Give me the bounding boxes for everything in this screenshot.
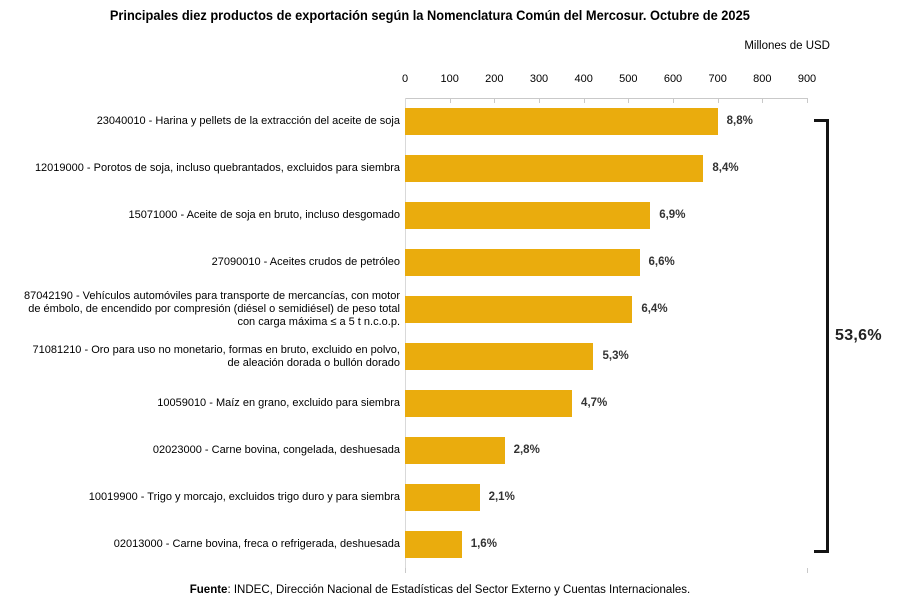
- bar: [405, 390, 573, 417]
- x-axis-tick-label: 100: [440, 73, 459, 85]
- x-axis-bottom-tick-mark: [807, 568, 808, 573]
- category-label: 02023000 - Carne bovina, congelada, desh…: [152, 444, 400, 456]
- bar: [405, 296, 633, 323]
- percentage-label: 1,6%: [470, 538, 497, 550]
- x-axis-tick-mark: [449, 98, 451, 103]
- x-axis-tick-mark: [583, 98, 585, 103]
- source-note: Fuente: INDEC, Dirección Nacional de Est…: [0, 584, 880, 596]
- table-row: 23040010 - Harina y pellets de la extrac…: [0, 98, 902, 145]
- table-row: 12019000 - Porotos de soja, incluso queb…: [0, 145, 902, 192]
- x-axis-tick-label: 500: [619, 73, 638, 85]
- percentage-label: 8,4%: [712, 162, 739, 174]
- x-axis-tick-label: 800: [753, 73, 772, 85]
- y-axis-line: [405, 98, 406, 568]
- x-axis-tick-mark: [807, 98, 808, 103]
- table-row: 10019900 - Trigo y morcajo, excluidos tr…: [0, 474, 902, 521]
- percentage-label: 6,6%: [648, 256, 675, 268]
- table-row: 02023000 - Carne bovina, congelada, desh…: [0, 427, 902, 474]
- bar: [405, 202, 651, 229]
- category-label: 15071000 - Aceite de soja en bruto, incl…: [128, 209, 400, 221]
- chart-title-text: Principales diez productos de exportació…: [109, 8, 751, 23]
- x-axis-tick-mark: [673, 98, 674, 103]
- bar: [405, 108, 718, 135]
- percentage-label: 6,9%: [659, 209, 686, 221]
- axis-unit-label: Millones de USD: [744, 40, 830, 52]
- table-row: 71081210 - Oro para uso no monetario, fo…: [0, 333, 902, 380]
- total-bracket-line: [826, 119, 829, 553]
- percentage-label: 2,1%: [488, 491, 515, 503]
- x-axis-tick-mark: [494, 98, 496, 103]
- percentage-label: 8,8%: [726, 115, 753, 127]
- x-axis-tick-mark: [539, 98, 540, 103]
- category-label: 10059010 - Maíz en grano, excluido para …: [157, 397, 400, 409]
- table-row: 15071000 - Aceite de soja en bruto, incl…: [0, 192, 902, 239]
- category-label: 71081210 - Oro para uso no monetario, fo…: [32, 343, 400, 369]
- category-label: 02013000 - Carne bovina, freca o refrige…: [113, 538, 400, 550]
- percentage-label: 4,7%: [581, 397, 608, 409]
- category-label: 23040010 - Harina y pellets de la extrac…: [96, 115, 400, 127]
- bar: [405, 155, 704, 182]
- chart-title: Principales diez productos de exportació…: [0, 8, 860, 23]
- x-axis-tick-mark: [628, 98, 630, 103]
- bar-rows: 23040010 - Harina y pellets de la extrac…: [0, 98, 902, 568]
- x-axis-tick-label: 400: [574, 73, 593, 85]
- bar: [405, 343, 594, 370]
- x-axis-line: [405, 98, 808, 99]
- percentage-label: 2,8%: [513, 444, 540, 456]
- category-label: 27090010 - Aceites crudos de petróleo: [211, 256, 400, 268]
- x-axis-tick-label: 600: [663, 73, 683, 85]
- source-text: : INDEC, Dirección Nacional de Estadísti…: [227, 584, 691, 596]
- category-label: 12019000 - Porotos de soja, incluso queb…: [34, 162, 400, 174]
- x-axis-tick-label: 700: [708, 73, 727, 85]
- bar: [405, 249, 640, 276]
- category-label: 87042190 - Vehículos automóviles para tr…: [23, 290, 400, 328]
- x-axis-bottom-tick-mark: [405, 568, 406, 573]
- x-axis-tick-mark: [717, 98, 719, 103]
- table-row: 02013000 - Carne bovina, freca o refrige…: [0, 521, 902, 568]
- percentage-label: 6,4%: [641, 303, 668, 315]
- table-row: 10059010 - Maíz en grano, excluido para …: [0, 380, 902, 427]
- source-prefix: Fuente: [189, 584, 228, 596]
- bar: [405, 437, 505, 464]
- bar: [405, 531, 462, 558]
- category-label: 10019900 - Trigo y morcajo, excluidos tr…: [88, 491, 400, 503]
- total-bracket-bottom-cap: [814, 550, 829, 553]
- x-axis-tick-label: 200: [485, 73, 504, 85]
- table-row: 87042190 - Vehículos automóviles para tr…: [0, 286, 902, 333]
- total-bracket-top-cap: [814, 119, 829, 122]
- bar: [405, 484, 480, 511]
- x-axis-tick-label: 300: [529, 73, 549, 85]
- bracket-total-label: 53,6%: [835, 327, 882, 344]
- x-axis-tick-label: 0: [401, 73, 409, 85]
- percentage-label: 5,3%: [602, 350, 629, 362]
- x-axis-tick-label: 900: [797, 73, 817, 85]
- table-row: 27090010 - Aceites crudos de petróleo 6,…: [0, 239, 902, 286]
- x-axis-tick-mark: [762, 98, 764, 103]
